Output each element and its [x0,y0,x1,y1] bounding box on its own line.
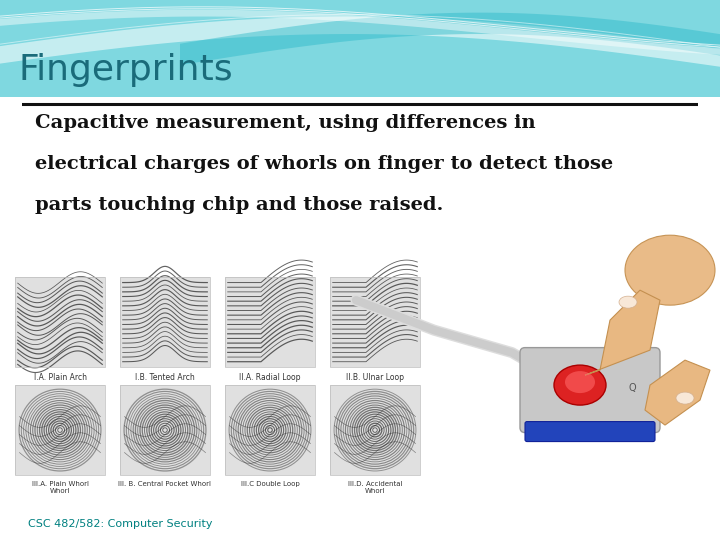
Text: Fingerprints: Fingerprints [18,53,233,87]
Bar [15,385,105,475]
Bar [225,385,315,475]
Bar [225,277,315,367]
Text: electrical charges of whorls on finger to detect those: electrical charges of whorls on finger t… [35,155,613,173]
Text: III.D. Accidental
Whorl: III.D. Accidental Whorl [348,481,402,494]
Ellipse shape [619,296,637,308]
Bar [15,385,105,475]
FancyBboxPatch shape [520,348,660,433]
Bar [330,277,420,367]
Text: II.A. Radial Loop: II.A. Radial Loop [239,373,301,382]
Text: III.A. Plain Whorl
Whorl: III.A. Plain Whorl Whorl [32,481,89,494]
Text: III.C Double Loop: III.C Double Loop [240,481,300,487]
FancyBboxPatch shape [525,422,655,442]
Bar [120,385,210,475]
Bar [225,277,315,367]
Polygon shape [645,360,710,425]
Polygon shape [585,290,660,375]
Polygon shape [180,12,720,65]
Text: I.A. Plain Arch: I.A. Plain Arch [34,373,86,382]
Bar [225,385,315,475]
Bar [330,385,420,475]
Text: CSC 482/582: Computer Security: CSC 482/582: Computer Security [28,519,213,529]
Text: I.B. Tented Arch: I.B. Tented Arch [135,373,195,382]
Ellipse shape [676,392,694,404]
Polygon shape [0,0,720,97]
Bar [120,277,210,367]
Bar [120,277,210,367]
Ellipse shape [565,371,595,393]
Text: III. B. Central Pocket Whorl: III. B. Central Pocket Whorl [119,481,212,487]
Bar [120,385,210,475]
Ellipse shape [625,235,715,305]
Ellipse shape [554,365,606,405]
Bar [330,277,420,367]
Polygon shape [0,17,720,67]
Text: parts touching chip and those raised.: parts touching chip and those raised. [35,196,444,214]
Text: Q: Q [628,383,636,393]
Bar [330,385,420,475]
Bar [15,277,105,367]
Bar [15,277,105,367]
Text: II.B. Ulnar Loop: II.B. Ulnar Loop [346,373,404,382]
Polygon shape [0,10,720,55]
Text: Capacitive measurement, using differences in: Capacitive measurement, using difference… [35,114,536,132]
